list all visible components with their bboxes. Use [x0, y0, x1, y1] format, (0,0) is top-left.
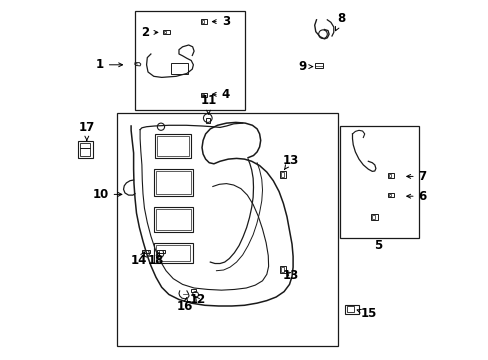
Bar — [80, 143, 89, 148]
Bar — [156, 209, 191, 230]
Text: 11: 11 — [200, 94, 216, 114]
Bar — [201, 94, 204, 96]
Text: 17: 17 — [79, 121, 95, 140]
Bar — [314, 63, 322, 68]
Bar — [155, 134, 191, 158]
Bar — [280, 172, 284, 177]
Bar — [80, 148, 89, 156]
Bar — [78, 141, 92, 158]
Bar — [134, 11, 244, 110]
Bar — [388, 194, 390, 196]
Text: 2: 2 — [141, 26, 158, 39]
Text: 9: 9 — [297, 60, 312, 73]
Bar — [156, 245, 190, 261]
Bar — [345, 305, 358, 314]
Text: 15: 15 — [356, 307, 376, 320]
Text: 12: 12 — [189, 293, 205, 306]
Bar — [346, 306, 353, 312]
Text: 6: 6 — [406, 190, 426, 203]
Bar — [201, 20, 204, 23]
Bar — [387, 193, 393, 197]
Text: 18: 18 — [148, 252, 164, 267]
Bar — [156, 250, 164, 253]
Text: 4: 4 — [212, 88, 229, 101]
Bar — [205, 118, 209, 123]
Text: 13: 13 — [283, 154, 299, 170]
Bar — [387, 173, 393, 178]
Text: 10: 10 — [92, 188, 122, 201]
Text: 7: 7 — [406, 170, 426, 183]
Bar — [279, 266, 285, 273]
Bar — [153, 169, 193, 196]
Text: 8: 8 — [335, 12, 345, 31]
Text: 1: 1 — [96, 58, 122, 71]
Bar — [370, 214, 377, 220]
Bar — [153, 243, 192, 263]
Bar — [156, 171, 191, 194]
Bar — [388, 174, 390, 177]
Text: 3: 3 — [212, 15, 229, 28]
Bar — [163, 30, 170, 34]
Bar — [279, 171, 285, 178]
Text: 16: 16 — [177, 297, 193, 313]
Bar — [200, 93, 206, 97]
Bar — [339, 126, 418, 238]
Bar — [191, 289, 196, 292]
Text: 5: 5 — [373, 239, 381, 252]
Bar — [157, 136, 189, 156]
Text: 13: 13 — [283, 269, 299, 282]
Bar — [163, 31, 166, 33]
Bar — [153, 207, 193, 232]
Bar — [142, 250, 150, 253]
Bar — [280, 267, 284, 272]
Bar — [170, 63, 187, 74]
Bar — [117, 113, 337, 346]
Bar — [371, 215, 374, 219]
Text: 14: 14 — [131, 252, 147, 267]
Bar — [200, 19, 206, 24]
